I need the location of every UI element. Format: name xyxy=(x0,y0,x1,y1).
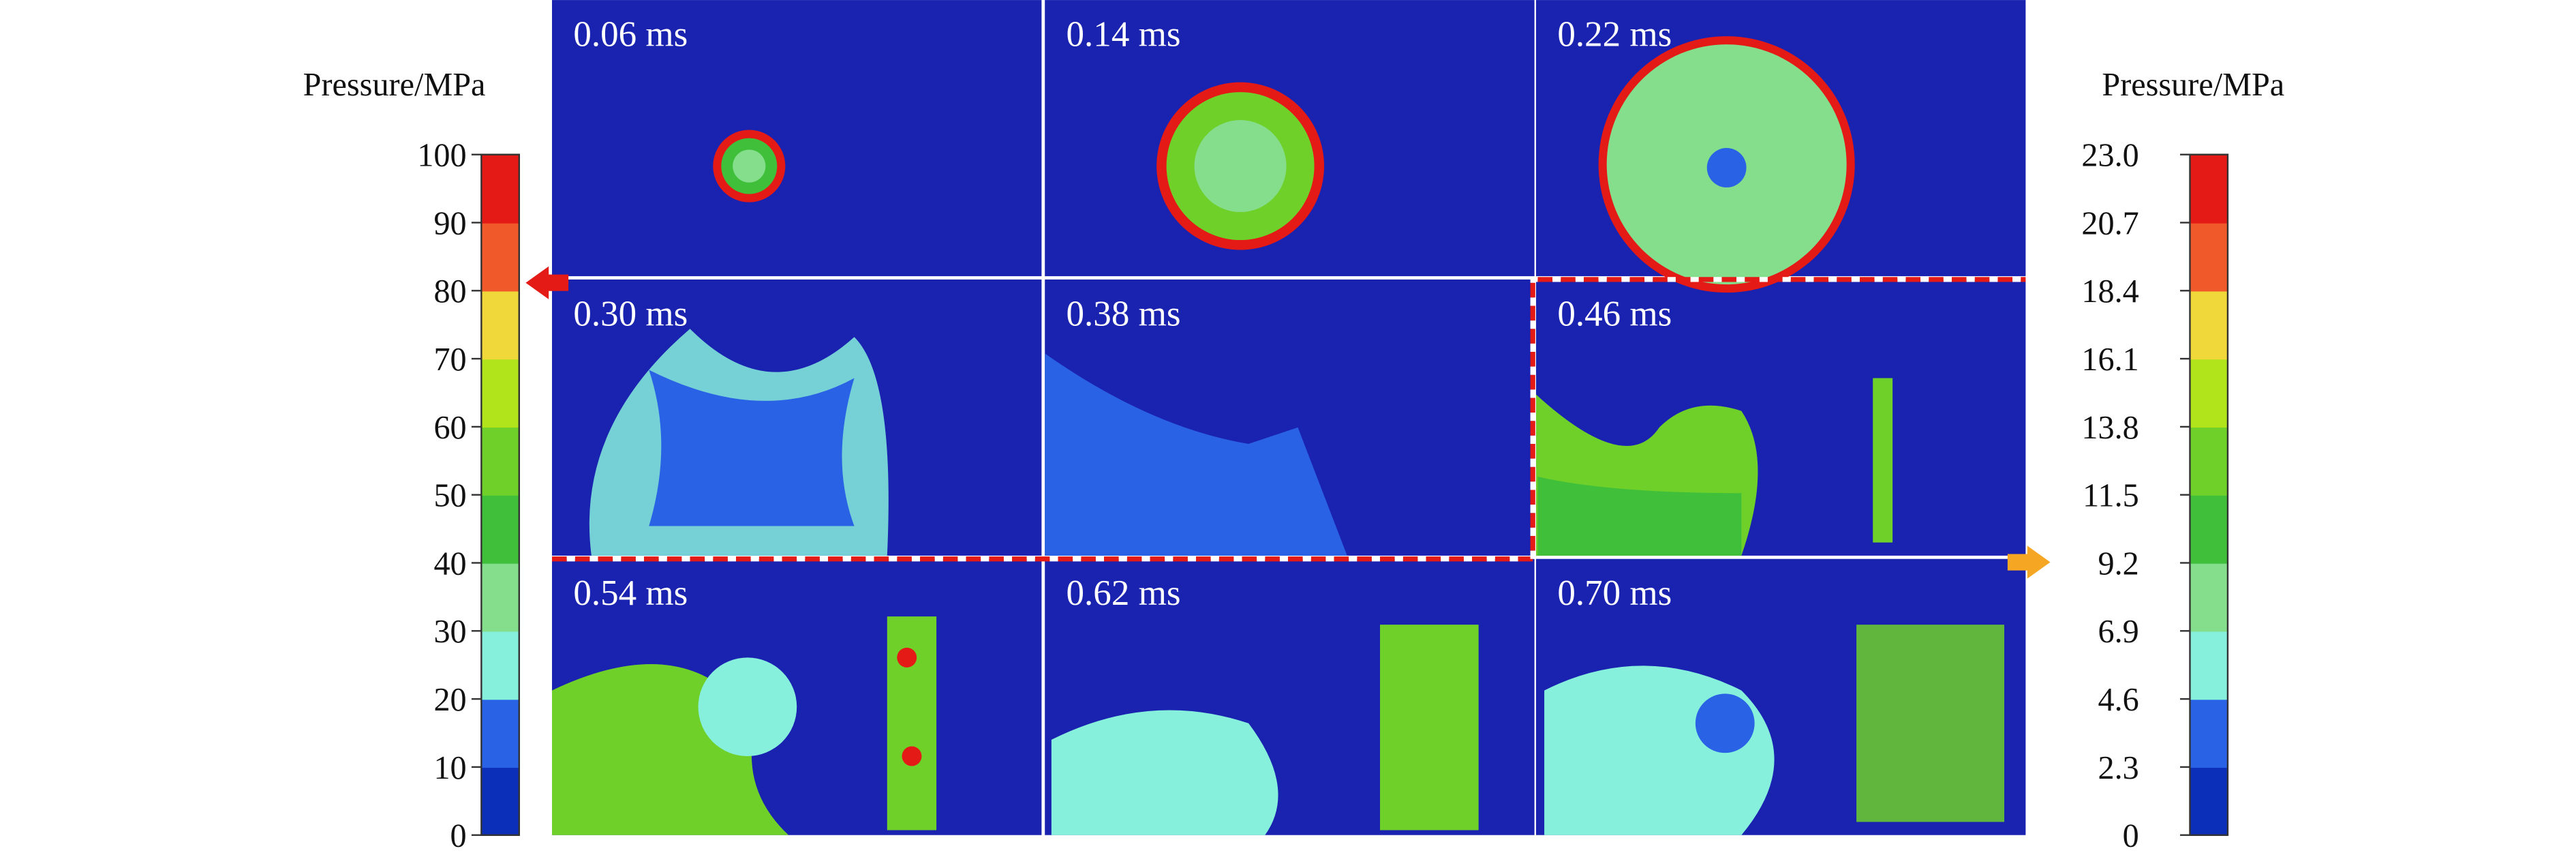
colorbar-tick-label: 0 xyxy=(450,818,467,854)
colorbar-segment xyxy=(481,631,519,700)
colorbar-tick-label: 11.5 xyxy=(2083,478,2139,514)
time-label: 0.22 ms xyxy=(1557,15,1672,55)
colorbar-tick-label: 16.1 xyxy=(2081,342,2138,378)
colorbar-segment xyxy=(481,699,519,768)
colorbar-segment xyxy=(2190,426,2228,496)
simulation-fields xyxy=(552,36,2005,835)
colorbar-tick-label: 90 xyxy=(433,205,466,241)
colorbar-tick-label: 70 xyxy=(433,342,466,378)
colorbar-segment xyxy=(481,154,519,224)
panels xyxy=(552,0,2026,839)
right-arrow xyxy=(2007,545,2051,579)
colorbar-segment xyxy=(2190,154,2228,224)
colorbar-tick-label: 0 xyxy=(2123,818,2139,854)
colorbar-segment xyxy=(481,494,519,564)
colorbar-segment xyxy=(481,563,519,632)
colorbar-segment xyxy=(2190,222,2228,292)
time-label: 0.46 ms xyxy=(1557,294,1672,333)
colorbar-tick-label: 4.6 xyxy=(2098,682,2138,718)
colorbar-segment xyxy=(481,766,519,836)
colorbar-tick-label: 60 xyxy=(433,410,466,446)
colorbar-segment xyxy=(2190,359,2228,428)
time-label: 0.38 ms xyxy=(1067,294,1181,333)
colorbar-tick-label: 23.0 xyxy=(2081,138,2138,174)
colorbar-segment xyxy=(481,222,519,292)
colorbar-segment xyxy=(2190,699,2228,768)
colorbar-tick-label: 13.8 xyxy=(2081,410,2138,446)
highlight-border-white xyxy=(552,277,2026,562)
colorbar-tick-label: 18.4 xyxy=(2081,273,2138,310)
time-label: 0.06 ms xyxy=(573,15,688,55)
colorbar-tick-label: 80 xyxy=(433,273,466,310)
colorbar-title: Pressure/MPa xyxy=(303,67,486,103)
colorbar-tick-label: 30 xyxy=(433,614,466,650)
colorbar-tick-label: 100 xyxy=(417,138,466,174)
colorbar-segment xyxy=(481,426,519,496)
colorbar-tick-label: 2.3 xyxy=(2098,750,2138,786)
colorbar-segment xyxy=(2190,766,2228,836)
colorbar-title: Pressure/MPa xyxy=(2102,67,2284,103)
highlight-border xyxy=(552,277,2026,562)
colorbar-segment xyxy=(481,359,519,428)
time-label: 0.62 ms xyxy=(1067,573,1181,613)
colorbar-tick-label: 20.7 xyxy=(2081,205,2138,241)
colorbar-tick-label: 10 xyxy=(433,750,466,786)
time-label: 0.14 ms xyxy=(1067,15,1181,55)
time-label: 0.54 ms xyxy=(573,573,688,613)
colorbar-tick-label: 40 xyxy=(433,545,466,582)
colorbar-tick-label: 6.9 xyxy=(2098,614,2138,650)
colorbar-segment xyxy=(2190,290,2228,360)
colorbar-tick-label: 20 xyxy=(433,682,466,718)
colorbar-tick-label: 50 xyxy=(433,478,466,514)
colorbar-segment xyxy=(481,290,519,360)
time-label: 0.70 ms xyxy=(1557,573,1672,613)
time-label: 0.30 ms xyxy=(573,294,688,333)
colorbar-segment xyxy=(2190,631,2228,700)
colorbar-segment xyxy=(2190,494,2228,564)
colorbar-tick-label: 9.2 xyxy=(2098,545,2138,582)
colorbar-segment xyxy=(2190,563,2228,632)
